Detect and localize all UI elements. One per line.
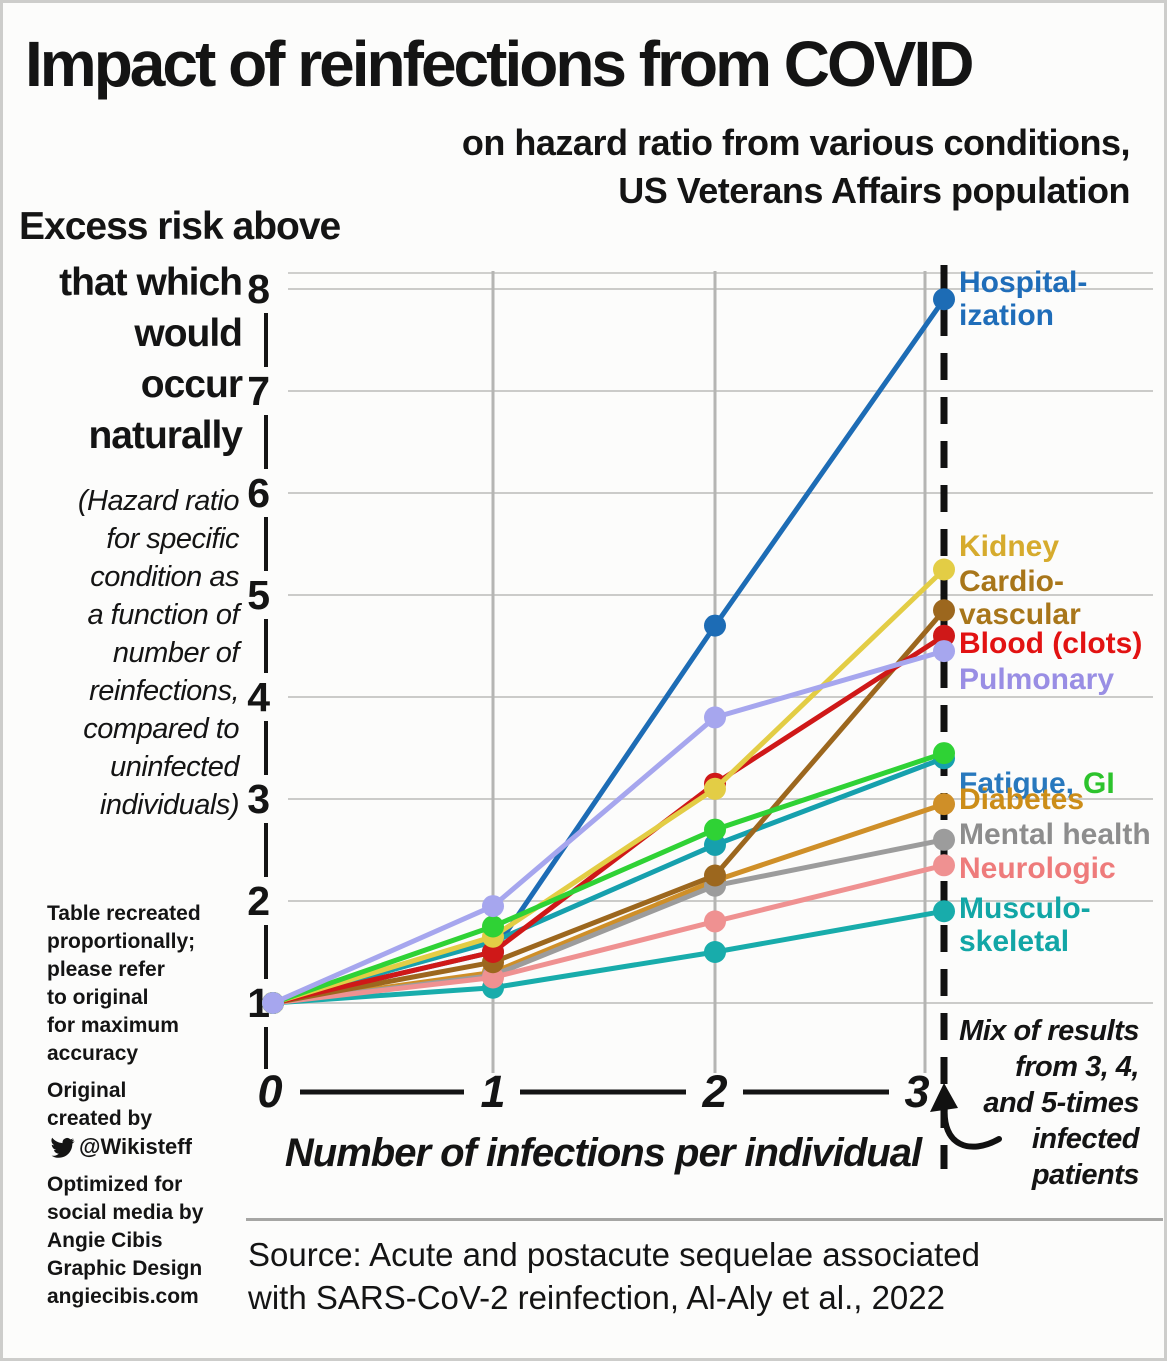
series-label-cardiovascular: Cardio- vascular <box>959 565 1081 631</box>
svg-text:7: 7 <box>247 368 270 414</box>
page-title: Impact of reinfections from COVID <box>25 28 974 100</box>
chart-series <box>262 288 955 1014</box>
twitter-handle: @Wikisteff <box>79 1134 192 1159</box>
x-axis-title: Number of infections per individual <box>284 1131 922 1175</box>
series-label-mental-health: Mental health <box>959 818 1151 851</box>
series-label-kidney: Kidney <box>959 530 1060 563</box>
series-label-fatigue-gi: Fatigue, GI <box>959 734 1115 800</box>
mix-results-note: Mix of results from 3, 4, and 5-times in… <box>959 1015 1139 1191</box>
y-axis-title-line1: Excess risk above <box>19 205 341 248</box>
svg-text:1: 1 <box>247 980 270 1026</box>
svg-text:4: 4 <box>247 674 270 720</box>
optimized-credit: Optimized for social media by Angie Cibi… <box>47 1173 204 1308</box>
twitter-icon <box>47 1135 75 1159</box>
svg-text:3: 3 <box>904 1066 929 1117</box>
series-label-gi: GI <box>1083 767 1115 800</box>
svg-text:1: 1 <box>480 1066 505 1117</box>
accuracy-note: Table recreated proportionally; please r… <box>47 902 201 1065</box>
source-line1: Source: Acute and postacute sequelae ass… <box>248 1236 981 1273</box>
svg-text:2: 2 <box>247 878 270 924</box>
svg-text:6: 6 <box>247 470 270 516</box>
y-axis-subtitle: (Hazard ratio for specific condition as … <box>77 485 240 821</box>
svg-text:5: 5 <box>247 572 270 618</box>
svg-text:8: 8 <box>247 266 270 312</box>
series-label-hospitalization: Hospital- ization <box>959 266 1088 332</box>
series-label-neurologic: Neurologic <box>959 852 1116 885</box>
source-text: Source: Acute and postacute sequelae ass… <box>248 1233 1148 1319</box>
series-label-diabetes: Diabetes <box>959 783 1085 816</box>
svg-text:2: 2 <box>701 1066 727 1117</box>
source-line2: with SARS-CoV-2 reinfection, Al-Aly et a… <box>248 1279 945 1316</box>
series-label-musculoskeletal: Musculo- skeletal <box>959 892 1091 958</box>
svg-text:3: 3 <box>247 776 270 822</box>
source-divider <box>246 1218 1163 1221</box>
page-subtitle: on hazard ratio from various conditions,… <box>461 122 1131 211</box>
chart-x-axis: 0 1 2 3 <box>257 1066 929 1117</box>
svg-text:0: 0 <box>257 1066 282 1117</box>
twitter-credit: @Wikisteff <box>47 1132 192 1162</box>
series-label-fatigue: Fatigue, <box>959 767 1075 800</box>
series-label-blood-clots: Blood (clots) <box>959 627 1143 660</box>
series-label-pulmonary: Pulmonary <box>959 663 1115 696</box>
chart-y-axis: 1 2 3 4 5 6 7 8 <box>247 266 270 1069</box>
y-axis-title-rest: that which would occur naturally <box>59 261 243 457</box>
original-credit: Original created by <box>47 1079 153 1130</box>
